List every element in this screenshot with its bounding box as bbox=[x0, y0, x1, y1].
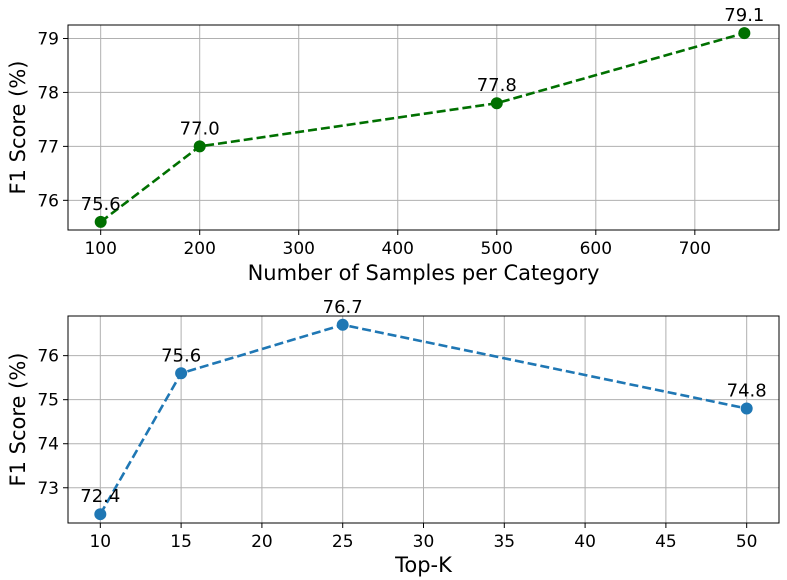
chart-1-xtick-label-3: 25 bbox=[332, 532, 354, 552]
chart-0-ytick-label-3: 79 bbox=[37, 29, 59, 49]
chart-1-xtick-label-2: 20 bbox=[251, 532, 273, 552]
chart-0-xtick-label-3: 400 bbox=[382, 239, 414, 259]
chart-0-y-axis-label: F1 Score (%) bbox=[6, 61, 30, 195]
chart-1-ytick-label-2: 75 bbox=[37, 391, 59, 411]
chart-0-x-axis-label: Number of Samples per Category bbox=[248, 261, 600, 285]
chart-0-data-label-1: 77.0 bbox=[180, 118, 220, 139]
chart-1-data-point-1 bbox=[175, 367, 188, 380]
chart-0-data-label-3: 79.1 bbox=[724, 5, 764, 26]
chart-1-xtick-label-6: 40 bbox=[574, 532, 596, 552]
chart-0-data-point-2 bbox=[490, 97, 503, 110]
chart-0-ytick-label-2: 78 bbox=[37, 83, 59, 103]
chart-1-xtick-label-0: 10 bbox=[89, 532, 111, 552]
chart-0-xtick-label-4: 500 bbox=[481, 239, 513, 259]
chart-1-xtick-label-4: 30 bbox=[413, 532, 435, 552]
chart-1-xtick-label-8: 50 bbox=[736, 532, 758, 552]
chart-1-y-axis-label: F1 Score (%) bbox=[6, 353, 30, 487]
chart-0-xtick-label-2: 300 bbox=[283, 239, 315, 259]
chart-0-ytick-label-1: 77 bbox=[37, 137, 59, 157]
chart-1-data-label-2: 76.7 bbox=[323, 297, 363, 318]
chart-1-ytick-label-0: 73 bbox=[37, 479, 59, 499]
chart-0-data-point-0 bbox=[94, 215, 107, 228]
chart-1-ytick-label-1: 74 bbox=[37, 435, 59, 455]
chart-0-series-line-0 bbox=[99, 31, 745, 223]
chart-1-xtick-label-5: 35 bbox=[493, 532, 515, 552]
chart-0-data-label-2: 77.8 bbox=[477, 75, 517, 96]
chart-1-data-point-0 bbox=[94, 508, 107, 521]
chart-1-xtick-label-7: 45 bbox=[655, 532, 677, 552]
chart-1-data-point-2 bbox=[336, 318, 349, 331]
chart-0-xtick-label-0: 100 bbox=[84, 239, 116, 259]
chart-0-plot-frame bbox=[67, 24, 780, 231]
chart-0-xtick-label-6: 700 bbox=[679, 239, 711, 259]
chart-0-ytick-label-0: 76 bbox=[37, 191, 59, 211]
chart-1-data-label-3: 74.8 bbox=[727, 380, 767, 401]
chart-0-xtick-label-1: 200 bbox=[183, 239, 215, 259]
chart-1-ytick-label-3: 76 bbox=[37, 347, 59, 367]
chart-1-data-label-1: 75.6 bbox=[161, 345, 201, 366]
chart-0-data-point-1 bbox=[193, 140, 206, 153]
chart-1-data-point-3 bbox=[740, 402, 753, 415]
chart-0-xtick-label-5: 600 bbox=[580, 239, 612, 259]
chart-0-data-point-3 bbox=[738, 27, 751, 40]
chart-1-x-axis-label: Top-K bbox=[394, 553, 453, 577]
chart-0-data-label-0: 75.6 bbox=[81, 194, 121, 215]
chart-1-series-line-0 bbox=[99, 323, 747, 515]
chart-1-data-label-0: 72.4 bbox=[80, 486, 120, 507]
chart-1-xtick-label-1: 15 bbox=[170, 532, 192, 552]
top-k-chart: 10 15 20 25 30 35 40 45 50 73 74 75 76 Top-K F1 Score … bbox=[6, 297, 780, 577]
sample-size-chart: 100 200 300 400 500 600 700 76 77 78 79 Number of S… bbox=[6, 5, 780, 285]
